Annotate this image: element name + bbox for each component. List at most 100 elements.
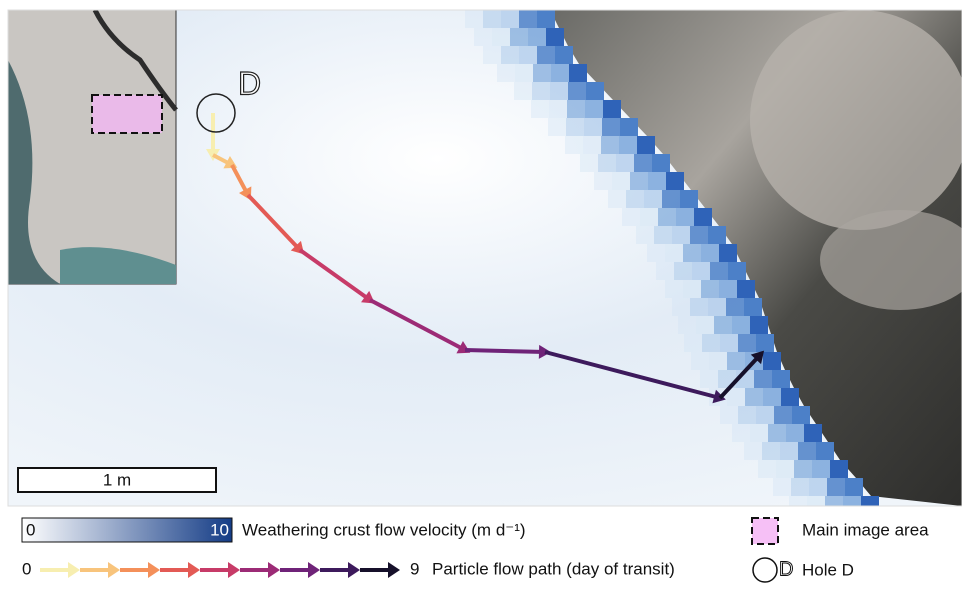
velocity-pixel: [727, 352, 745, 370]
velocity-pixel: [567, 100, 585, 118]
velocity-pixel: [568, 82, 586, 100]
legend-arrow-head: [228, 562, 240, 578]
velocity-pixel: [745, 388, 763, 406]
velocity-pixel: [827, 478, 845, 496]
velocity-pixel: [665, 244, 683, 262]
velocity-pixel: [672, 298, 690, 316]
legend-arrow-head: [108, 562, 120, 578]
velocity-pixel: [690, 298, 708, 316]
velocity-pixel: [744, 442, 762, 460]
velocity-pixel: [666, 172, 684, 190]
velocity-pixel: [648, 172, 666, 190]
velocity-pixel: [647, 244, 665, 262]
velocity-pixel: [708, 226, 726, 244]
velocity-pixel: [584, 118, 602, 136]
velocity-pixel: [514, 82, 532, 100]
velocity-pixel: [644, 190, 662, 208]
velocity-pixel: [738, 334, 756, 352]
velocity-pixel: [674, 262, 692, 280]
velocity-pixel: [569, 64, 587, 82]
velocity-pixel: [683, 244, 701, 262]
velocity-pixel: [728, 262, 746, 280]
velocity-pixel: [773, 478, 791, 496]
velocity-pixel: [694, 208, 712, 226]
legend-arrow-head: [148, 562, 160, 578]
velocity-pixel: [676, 208, 694, 226]
velocity-pixel: [612, 172, 630, 190]
velocity-pixel: [772, 370, 790, 388]
velocity-pixel: [830, 460, 848, 478]
velocity-pixel: [501, 10, 519, 28]
path-start: 0: [22, 559, 31, 578]
velocity-pixel: [616, 154, 634, 172]
velocity-pixel: [701, 280, 719, 298]
velocity-pixel: [551, 64, 569, 82]
velocity-pixel: [768, 424, 786, 442]
velocity-pixel: [594, 172, 612, 190]
velocity-pixel: [720, 334, 738, 352]
velocity-pixel: [519, 10, 537, 28]
velocity-pixel: [789, 496, 807, 514]
velocity-pixel: [672, 226, 690, 244]
legend-arrow-head: [68, 562, 80, 578]
velocity-pixel: [537, 46, 555, 64]
velocity-pixel: [776, 460, 794, 478]
velocity-pixel: [807, 496, 825, 514]
velocity-pixel: [550, 82, 568, 100]
velocity-pixel: [654, 226, 672, 244]
velocity-pixel: [708, 298, 726, 316]
velocity-pixel: [709, 352, 727, 370]
velocity-pixel: [620, 118, 638, 136]
velocity-pixel: [727, 388, 745, 406]
velocity-pixel: [474, 28, 492, 46]
velocity-pixel: [710, 262, 728, 280]
velocity-pixel: [690, 226, 708, 244]
velocity-pixel: [798, 442, 816, 460]
velocity-pixel: [636, 226, 654, 244]
legend-arrow-head: [188, 562, 200, 578]
path-label: Particle flow path (day of transit): [432, 559, 675, 578]
velocity-pixel: [533, 64, 551, 82]
velocity-pixel: [583, 136, 601, 154]
velocity-pixel: [586, 82, 604, 100]
legend-arrow-head: [268, 562, 280, 578]
inset-map: [8, 10, 176, 284]
velocity-pixel: [794, 460, 812, 478]
velocity-pixel: [601, 136, 619, 154]
velocity-pixel: [791, 478, 809, 496]
velocity-pixel: [483, 10, 501, 28]
velocity-pixel: [465, 10, 483, 28]
velocity-pixel: [585, 100, 603, 118]
velocity-pixel: [756, 406, 774, 424]
velocity-pixel: [510, 28, 528, 46]
velocity-pixel: [812, 460, 830, 478]
velocity-pixel: [714, 316, 732, 334]
velocity-pixel: [726, 298, 744, 316]
velocity-pixel: [758, 460, 776, 478]
velocity-pixel: [531, 100, 549, 118]
velocity-pixel: [549, 100, 567, 118]
velocity-pixel: [774, 406, 792, 424]
velocity-pixel: [598, 154, 616, 172]
velocity-pixel: [700, 370, 718, 388]
velocity-pixel: [719, 244, 737, 262]
velocity-pixel: [786, 424, 804, 442]
path-end: 9: [410, 559, 419, 578]
velocity-pixel: [750, 424, 768, 442]
velocity-pixel: [602, 118, 620, 136]
velocity-pixel: [603, 100, 621, 118]
velocity-pixel: [763, 388, 781, 406]
velocity-pixel: [662, 190, 680, 208]
velocity-min: 0: [26, 520, 35, 539]
velocity-pixel: [861, 496, 879, 514]
velocity-pixel: [744, 298, 762, 316]
scale-bar-label: 1 m: [103, 470, 131, 489]
velocity-pixel: [691, 352, 709, 370]
velocity-pixel: [780, 442, 798, 460]
velocity-label: Weathering crust flow velocity (m d⁻¹): [242, 520, 526, 539]
path-segment: [465, 350, 545, 352]
velocity-pixel: [608, 190, 626, 208]
velocity-pixel: [622, 208, 640, 226]
velocity-pixel: [756, 334, 774, 352]
hole-symbol-letter: D: [779, 558, 793, 580]
